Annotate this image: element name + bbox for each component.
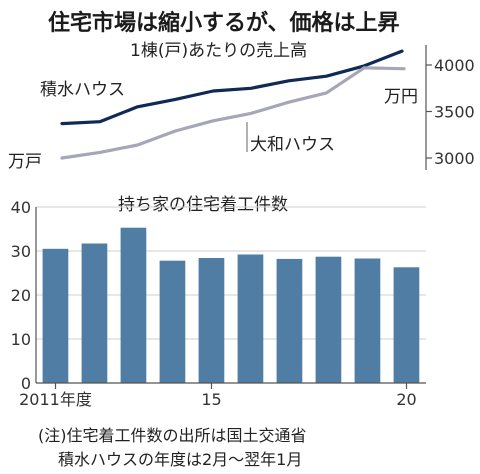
line-right-unit-label: 万円 — [384, 87, 418, 107]
bar — [354, 258, 381, 383]
footnote-2: 積水ハウスの年度は2月～翌年1月 — [58, 450, 302, 469]
chart-title: 住宅市場は縮小するが、価格は上昇 — [48, 10, 400, 36]
bar-y-tick-label: 20 — [11, 286, 31, 305]
series-label-daiwa: 大和ハウス — [250, 135, 335, 155]
bar — [393, 267, 420, 383]
line-series-sekisui — [60, 49, 404, 126]
bar-chart: 持ち家の住宅着工件数 0 10 20 30 40 2011年度 15 20 — [11, 195, 426, 409]
line-y-tick-label: 3500 — [434, 103, 475, 122]
bar — [159, 260, 186, 383]
series-label-sekisui: 積水ハウス — [40, 80, 125, 100]
line-chart-title: 1棟(戸)あたりの売上高 — [130, 41, 307, 61]
bar — [198, 258, 225, 383]
bar-x-tick-label: 2011年度 — [19, 390, 92, 409]
bar-y-tick-label: 30 — [11, 242, 31, 261]
bar-y-tick-label: 40 — [11, 198, 31, 217]
bar — [120, 227, 147, 383]
bar — [237, 254, 264, 383]
bar-chart-title: 持ち家の住宅着工件数 — [118, 195, 288, 215]
bar-x-tick-label: 15 — [201, 390, 221, 409]
bar-y-tick-label: 0 — [21, 374, 31, 393]
line-left-unit-label: 万戸 — [8, 152, 42, 172]
bar — [315, 256, 342, 383]
line-y-tick-label: 3000 — [434, 149, 475, 168]
line-y-tick-label: 4000 — [434, 56, 475, 75]
bar — [42, 248, 69, 383]
line-series-daiwa — [60, 66, 406, 160]
bar — [81, 243, 108, 383]
bar-x-tick-label: 20 — [396, 390, 416, 409]
footnote-1: (注)住宅着工件数の出所は国土交通省 — [38, 426, 307, 445]
bar — [276, 258, 303, 383]
line-chart: 1棟(戸)あたりの売上高 万円 万戸 積水ハウス 大和ハウス 3000 3500 4… — [8, 41, 475, 172]
bar-y-tick-label: 10 — [11, 330, 31, 349]
